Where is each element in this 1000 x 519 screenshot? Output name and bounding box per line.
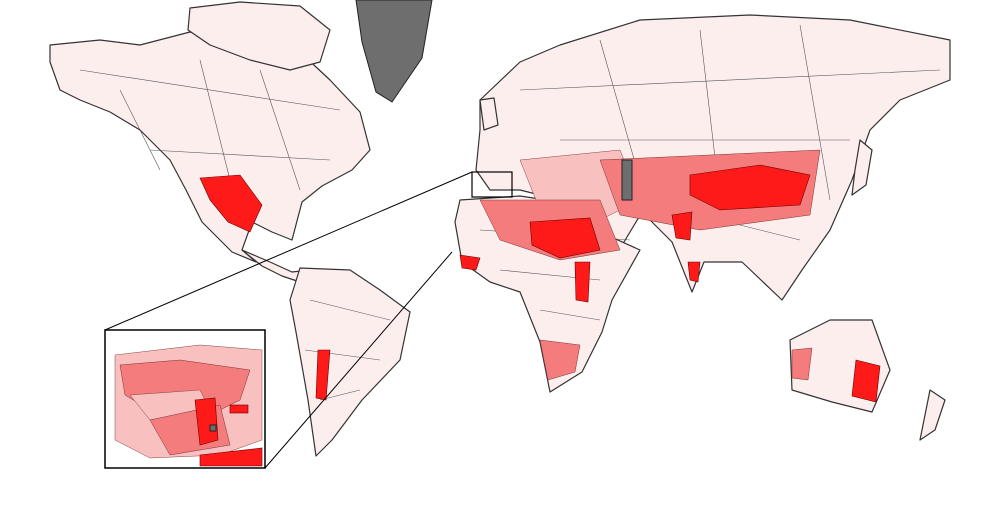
north-america	[49, 31, 371, 263]
hotspot	[687, 261, 701, 283]
hotspots	[199, 149, 881, 403]
hotspot	[851, 359, 881, 403]
hotspot	[315, 349, 331, 401]
inset-region	[199, 447, 263, 467]
hotspot	[529, 217, 601, 259]
south-america	[289, 267, 411, 457]
uk	[479, 97, 499, 131]
zoom-box	[471, 171, 513, 198]
japan	[851, 139, 873, 196]
hotspot	[689, 164, 811, 211]
inset-region	[194, 397, 219, 446]
inset-region	[209, 424, 217, 432]
greenland	[355, 0, 433, 103]
inset	[104, 329, 266, 469]
hotspot-gray	[621, 159, 633, 201]
hotspot	[791, 347, 813, 381]
zoom-line	[104, 171, 473, 331]
new-zealand	[919, 389, 946, 441]
inset-region	[229, 404, 249, 414]
hotspot	[459, 254, 481, 271]
hotspot	[199, 174, 263, 233]
zoom-line	[264, 251, 453, 469]
hotspot	[539, 339, 581, 381]
hotspot	[574, 261, 591, 303]
hotspot	[671, 211, 693, 241]
arctic-islands	[187, 1, 331, 71]
